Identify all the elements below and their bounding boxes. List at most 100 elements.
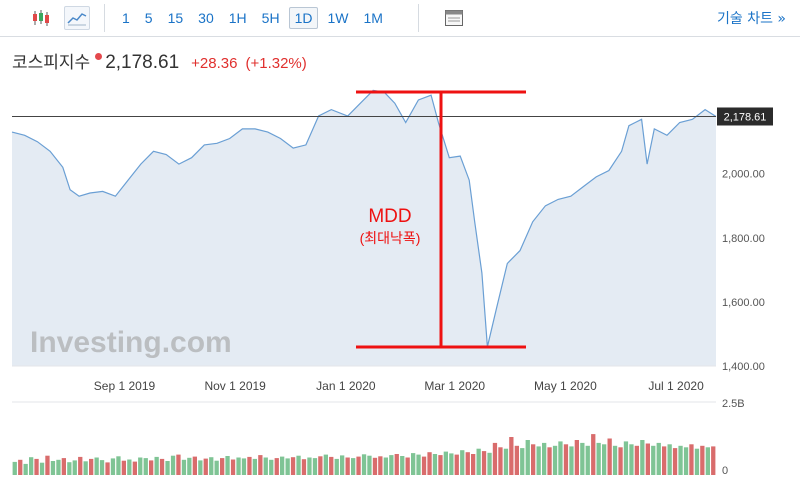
volume-bar — [372, 457, 378, 475]
volume-bar — [312, 458, 318, 475]
volume-bar — [563, 444, 569, 475]
volume-bar — [56, 459, 61, 475]
interval-1d[interactable]: 1D — [288, 7, 319, 29]
volume-bar — [623, 441, 629, 475]
volume-bar — [39, 462, 45, 475]
volume-bar — [421, 456, 427, 475]
table-icon[interactable] — [441, 6, 467, 30]
interval-1[interactable]: 1 — [122, 10, 130, 26]
x-tick-label: May 1 2020 — [534, 379, 597, 393]
volume-bar — [525, 440, 530, 475]
volume-bars — [12, 434, 716, 475]
volume-bar — [449, 453, 454, 475]
interval-5[interactable]: 5 — [144, 10, 153, 26]
price-area — [12, 90, 716, 367]
volume-bar — [656, 442, 661, 475]
volume-bar — [645, 443, 650, 475]
volume-bar — [214, 460, 219, 475]
volume-bar — [165, 461, 170, 475]
volume-bar — [274, 458, 279, 475]
quote-header: 코스피지수 2,178.61 +28.36 (+1.32%) — [12, 48, 307, 74]
volume-bar — [225, 456, 230, 475]
volume-bar — [78, 456, 83, 475]
volume-bar — [427, 452, 432, 475]
volume-bar — [296, 455, 301, 475]
volume-bar — [61, 458, 66, 475]
volume-bar — [514, 445, 519, 475]
interval-1h[interactable]: 1H — [228, 10, 247, 26]
volume-bar — [454, 454, 459, 475]
volume-bar — [416, 454, 421, 475]
volume-bar — [127, 459, 132, 475]
interval-1w[interactable]: 1W — [327, 10, 349, 26]
volume-zero-label: 0 — [722, 465, 728, 477]
volume-bar — [569, 446, 574, 475]
volume-bar — [356, 456, 361, 475]
tech-chart-link[interactable]: 기술 차트 » — [717, 11, 786, 27]
volume-bar — [443, 451, 448, 475]
volume-bar — [542, 442, 547, 475]
line-chart-icon[interactable] — [64, 6, 90, 30]
volume-bar — [72, 460, 77, 475]
volume-bar — [705, 447, 710, 475]
interval-1m[interactable]: 1M — [363, 10, 383, 26]
volume-bar — [12, 461, 17, 475]
volume-bar — [334, 458, 339, 475]
chart-toolbar: 1 5 15 30 1H 5H 1D 1W 1M 기술 차트 » — [0, 0, 800, 36]
price-chart[interactable]: Investing.com 2,178.61 2,000.00 1,800.00 1… — [0, 80, 800, 497]
volume-bar — [143, 458, 148, 475]
toolbar-divider — [0, 36, 800, 37]
volume-bar — [116, 456, 121, 475]
volume-bar — [99, 460, 105, 475]
volume-bar — [192, 456, 197, 475]
volume-bar — [683, 447, 689, 475]
volume-bar — [547, 447, 552, 475]
volume-bar — [531, 444, 536, 475]
y-tick-label: 2,000.00 — [722, 169, 765, 181]
volume-bar — [383, 457, 388, 475]
volume-bar — [132, 461, 137, 475]
volume-bar — [629, 444, 634, 475]
volume-bar — [181, 459, 187, 475]
volume-bar — [689, 444, 694, 475]
volume-bar — [269, 459, 274, 475]
volume-bar — [361, 454, 367, 475]
volume-bar — [460, 450, 465, 475]
volume-bar — [138, 457, 143, 475]
volume-bar — [400, 456, 405, 475]
interval-30[interactable]: 30 — [198, 10, 214, 26]
volume-bar — [536, 446, 541, 475]
volume-bar — [241, 458, 247, 475]
volume-bar — [580, 442, 585, 475]
interval-5h[interactable]: 5H — [261, 10, 280, 26]
y-tick-label: 1,600.00 — [722, 297, 765, 309]
volume-bar — [45, 455, 50, 475]
volume-bar — [110, 458, 116, 475]
volume-bar — [700, 445, 705, 475]
interval-15[interactable]: 15 — [167, 10, 184, 26]
x-tick-label: Mar 1 2020 — [424, 379, 485, 393]
x-tick-label: Jan 1 2020 — [316, 379, 376, 393]
volume-bar — [230, 459, 236, 475]
volume-bar — [220, 458, 225, 475]
volume-bar — [23, 463, 28, 475]
index-value: 2,178.61 — [105, 52, 180, 73]
volume-bar — [618, 447, 623, 475]
volume-bar — [678, 445, 683, 475]
volume-bar — [83, 461, 88, 475]
mdd-annotation: MDD (최대낙폭) — [356, 90, 526, 349]
volume-bar — [591, 434, 596, 475]
volume-bar — [520, 448, 525, 475]
candlestick-icon[interactable] — [28, 6, 54, 30]
volume-bar — [154, 456, 159, 475]
volume-bar — [280, 456, 285, 475]
price-area-layer — [11, 89, 717, 367]
volume-bar — [367, 455, 372, 475]
volume-bar — [247, 456, 252, 475]
volume-bar — [585, 445, 590, 475]
volume-bar — [492, 442, 498, 475]
volume-bar — [67, 462, 72, 475]
volume-bar — [498, 447, 503, 475]
volume-bar — [405, 457, 410, 475]
investing-watermark: Investing.com — [30, 326, 232, 359]
